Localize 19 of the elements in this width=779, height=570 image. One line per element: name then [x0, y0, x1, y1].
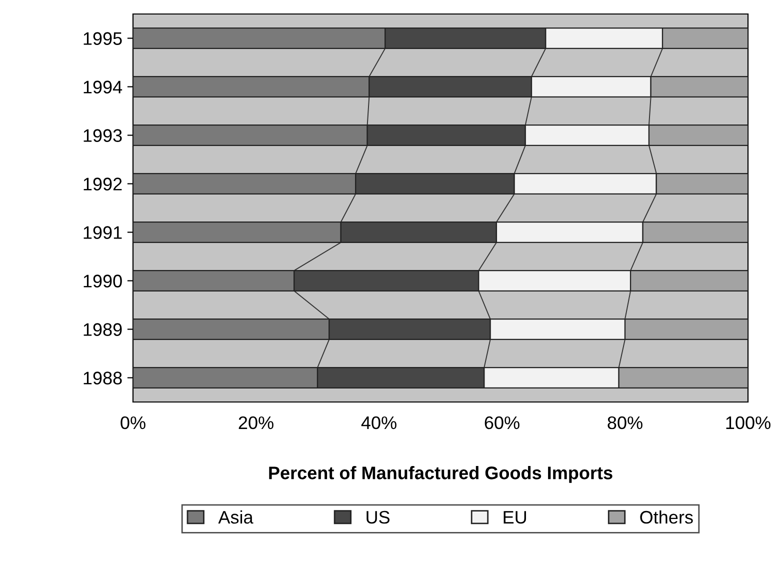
y-tick-label: 1990: [84, 274, 122, 288]
y-tick-label: 1989: [84, 323, 122, 336]
y-tick-label: 1988: [84, 372, 122, 384]
x-tick-label: 100%: [726, 416, 770, 430]
legend-label: US: [366, 510, 390, 524]
y-tick-label: 1995: [84, 32, 122, 45]
x-tick-label: 40%: [361, 416, 396, 430]
x-tick-label: 60%: [484, 416, 520, 430]
x-tick-label: 80%: [608, 416, 642, 430]
y-tick-label: 1991: [84, 226, 122, 239]
x-tick-label: 20%: [238, 416, 274, 430]
y-tick-label: 1992: [84, 178, 122, 190]
y-tick-label: 1994: [84, 80, 122, 94]
x-axis-title: Percent of Manufactured Goods Imports: [269, 466, 612, 483]
legend-label: Asia: [218, 510, 254, 524]
legend-label: Others: [640, 510, 693, 524]
legend-label: EU: [504, 511, 526, 524]
y-tick-label: 1993: [84, 129, 122, 142]
x-tick-label: 0%: [120, 416, 146, 430]
